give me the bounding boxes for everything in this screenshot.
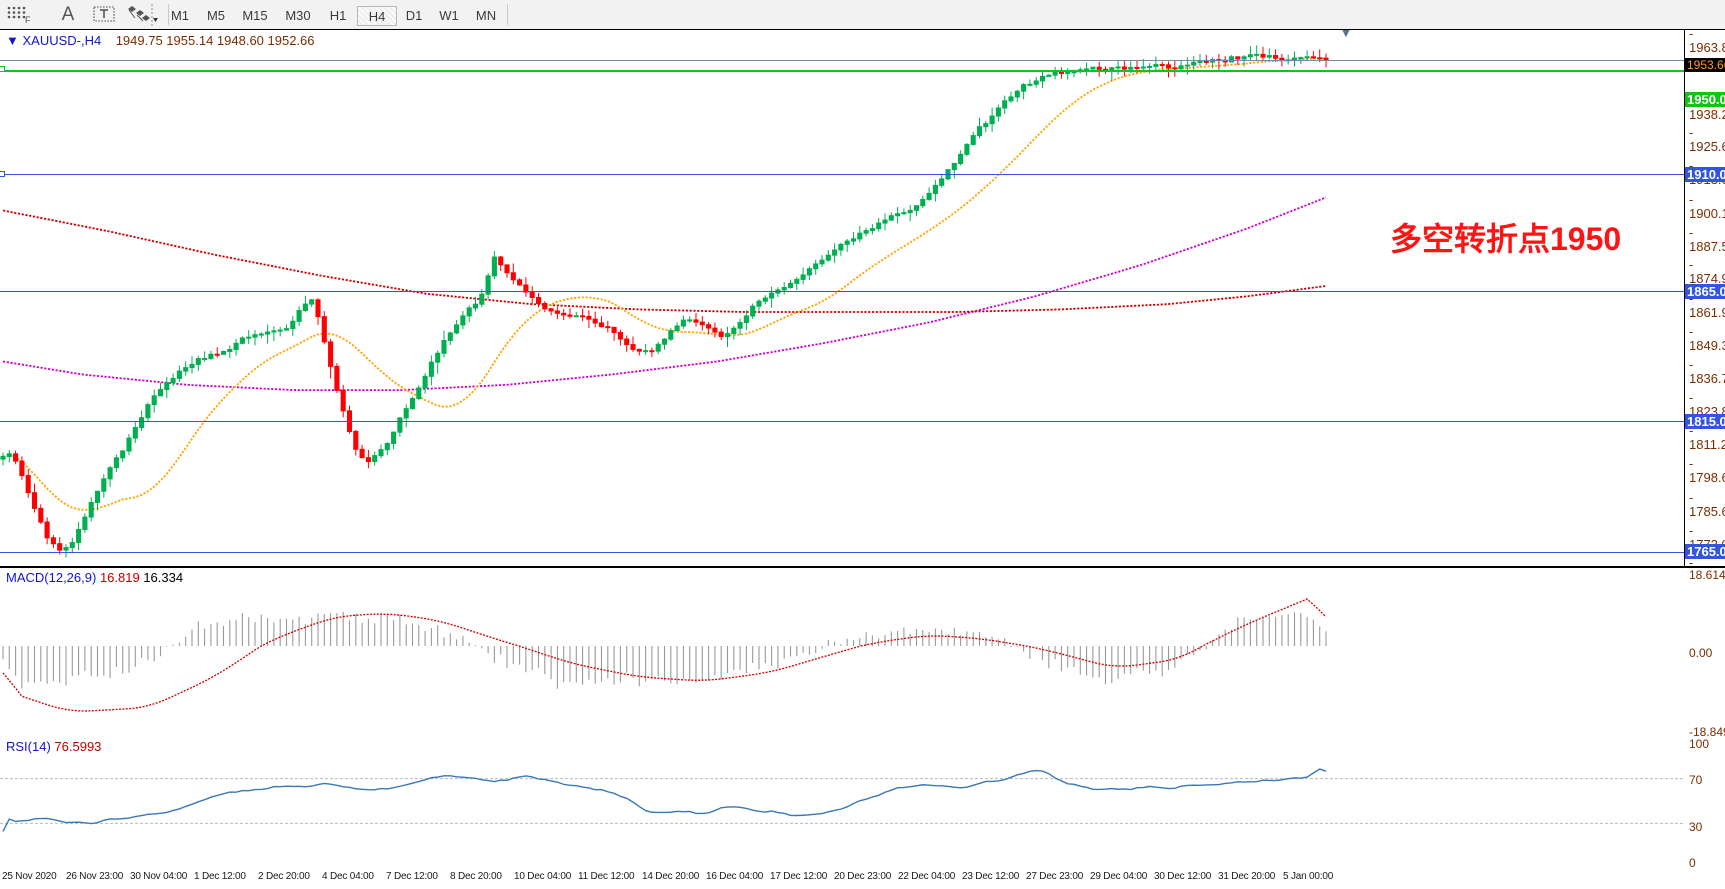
svg-text:F: F [25, 15, 31, 25]
